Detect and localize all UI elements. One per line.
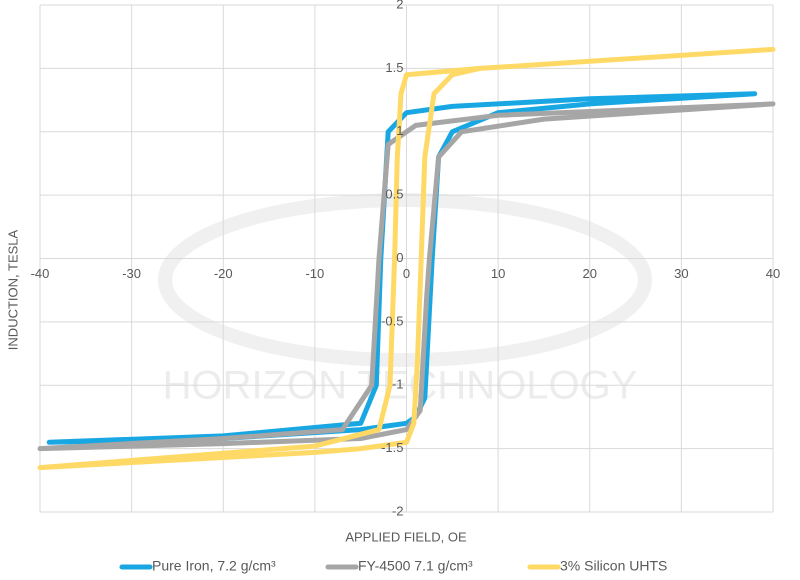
y-tick-label: -1.5	[381, 440, 403, 455]
x-tick-label: -40	[31, 266, 50, 281]
y-tick-label: 0	[396, 250, 403, 265]
y-tick-label: -0.5	[381, 313, 403, 328]
series-line	[37, 101, 776, 452]
y-tick-label: 1	[396, 123, 403, 138]
x-tick-label: 10	[491, 266, 505, 281]
y-axis-label: INDUCTION, TESLA	[5, 229, 20, 350]
watermark-logo	[158, 193, 652, 367]
x-tick-label: 40	[766, 266, 780, 281]
legend: Pure Iron, 7.2 g/cm³ FY-4500 7.1 g/cm³ 3% …	[119, 558, 667, 574]
y-tick-label: 1.5	[385, 60, 403, 75]
x-tick-label: -10	[305, 266, 324, 281]
grid	[39, 4, 774, 513]
series-line	[37, 46, 776, 471]
y-tick-label: 0.5	[385, 187, 403, 202]
legend-label: Pure Iron, 7.2 g/cm³	[152, 558, 276, 574]
ticks: -40 -30 -20 -10 0 10 20 30 40 -2 -1.5 -1 -0.5 0 0.5 1 1.…	[31, 0, 781, 518]
x-axis-label: APPLIED FIELD, OE	[345, 529, 467, 544]
legend-label: FY-4500 7.1 g/cm³	[358, 558, 473, 574]
x-tick-label: 20	[583, 266, 597, 281]
x-tick-label: 30	[674, 266, 688, 281]
x-tick-label: -20	[214, 266, 233, 281]
plot	[37, 46, 776, 471]
y-tick-label: -1	[392, 377, 404, 392]
legend-label: 3% Silicon UHTS	[560, 558, 667, 574]
y-tick-label: -2	[392, 503, 404, 518]
y-tick-label: 2	[396, 0, 403, 11]
x-tick-label: -30	[122, 266, 141, 281]
x-tick-label: 0	[403, 266, 410, 281]
